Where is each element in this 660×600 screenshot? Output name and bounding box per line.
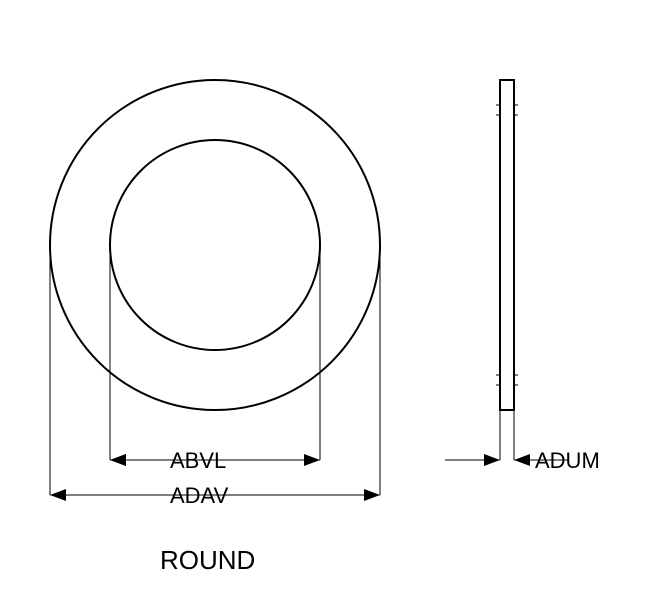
- label-adum: ADUM: [535, 448, 600, 474]
- diagram-svg: [0, 0, 660, 600]
- label-adav: ADAV: [170, 483, 228, 509]
- diagram-stage: ABVL ADAV ADUM ROUND: [0, 0, 660, 600]
- label-abvl: ABVL: [170, 448, 226, 474]
- diagram-title: ROUND: [160, 545, 255, 576]
